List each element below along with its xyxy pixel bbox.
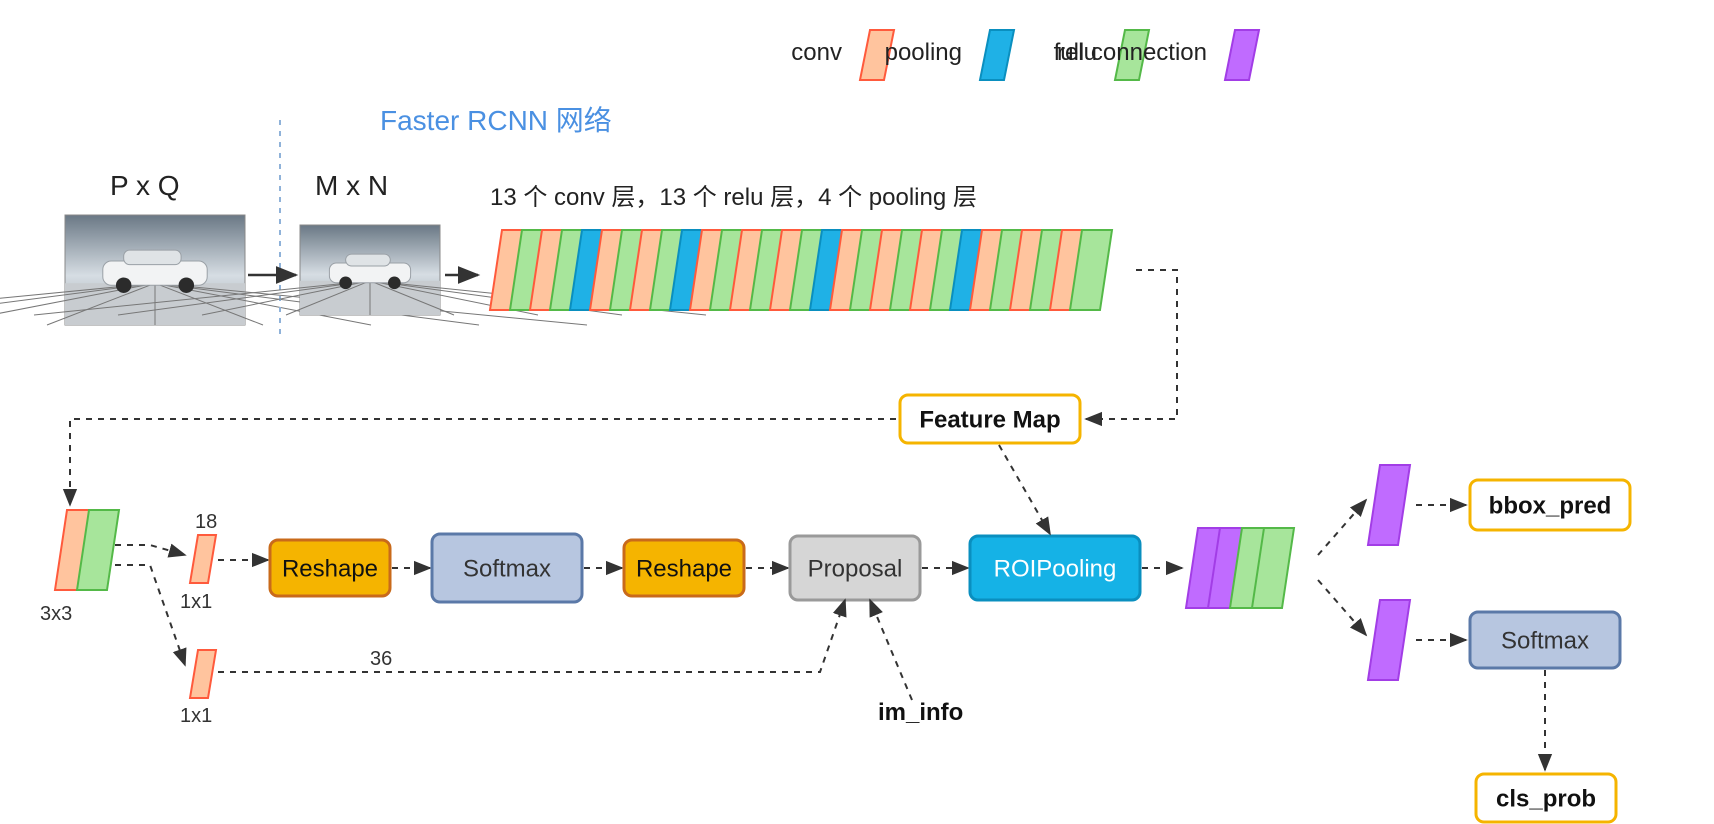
arrow [115, 545, 185, 555]
reshape2-box-label: Reshape [636, 555, 732, 582]
arrow [70, 419, 896, 505]
arrow [1318, 500, 1366, 555]
fc-head-bot [1368, 600, 1410, 680]
arrow [870, 600, 912, 700]
legend-label-3: full connection [1054, 39, 1207, 66]
softmax2-box-label: Softmax [1501, 627, 1589, 654]
roipool-box-label: ROIPooling [994, 555, 1117, 582]
arrow [218, 600, 845, 672]
label-3x3: 3x3 [40, 603, 72, 625]
label-1x1-top: 1x1 [180, 591, 212, 613]
label-18: 18 [195, 511, 217, 533]
legend-label-1: pooling [885, 39, 962, 66]
arrow [999, 445, 1050, 534]
reshape1-box-label: Reshape [282, 555, 378, 582]
label-pxq: P x Q [110, 170, 180, 201]
arrow [115, 565, 185, 665]
proposal-box-label: Proposal [808, 555, 903, 582]
legend-tile-3 [1225, 30, 1259, 80]
legend-tile-1 [980, 30, 1014, 80]
feature-map-box-label: Feature Map [919, 406, 1060, 433]
cls-prob-box-label: cls_prob [1496, 785, 1596, 812]
arrow [1318, 580, 1366, 635]
rpn-1x1-top [190, 535, 216, 583]
softmax1-box-label: Softmax [463, 555, 551, 582]
fc-head-top [1368, 465, 1410, 545]
bbox-pred-box-label: bbox_pred [1489, 492, 1612, 519]
backbone-caption: 13 个 conv 层，13 个 relu 层，4 个 pooling 层 [490, 184, 977, 211]
diagram-title: Faster RCNN 网络 [380, 105, 612, 136]
label-36: 36 [370, 648, 392, 670]
label-1x1-bot: 1x1 [180, 705, 212, 727]
label-im-info: im_info [878, 699, 963, 726]
rpn-1x1-bot [190, 650, 216, 698]
label-mxn: M x N [315, 170, 388, 201]
legend-label-0: conv [791, 39, 842, 66]
